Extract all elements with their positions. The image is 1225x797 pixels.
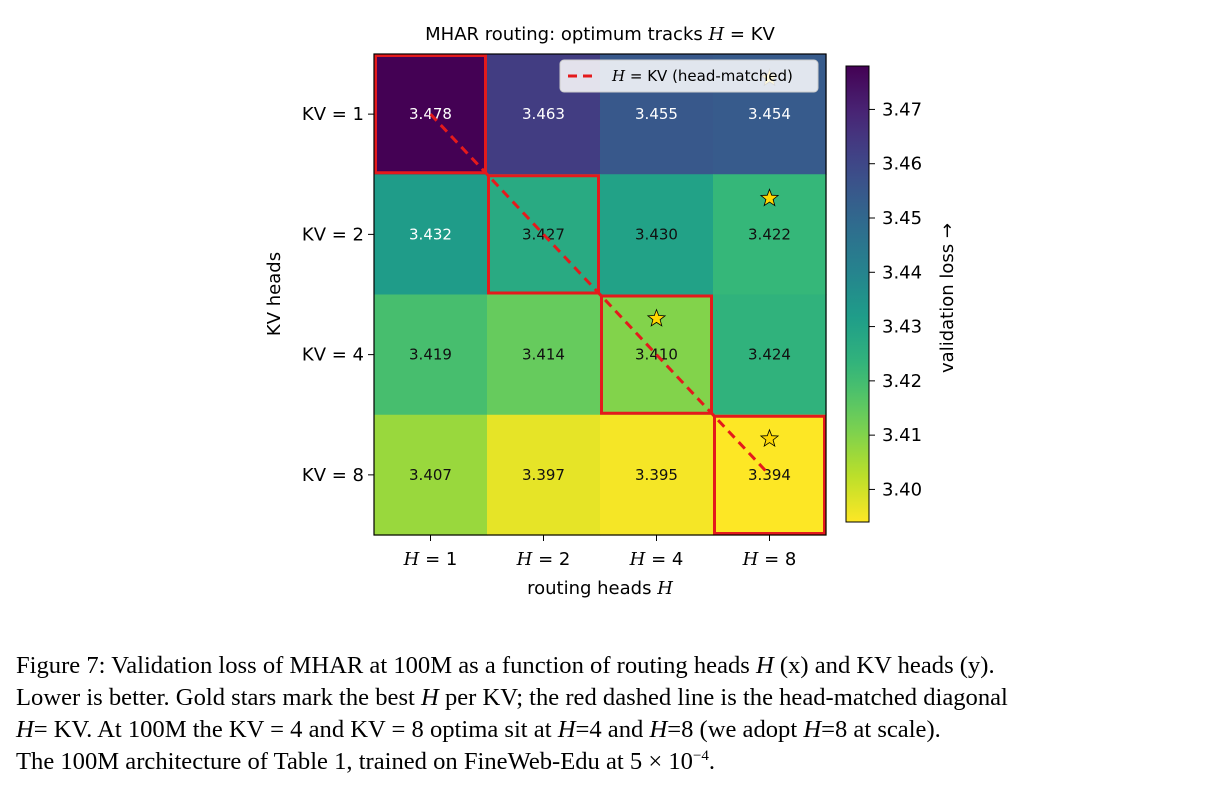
colorbar-tick-label: 3.42: [882, 371, 922, 392]
cell-value-label: 3.424: [748, 346, 791, 364]
y-tick-label: KV = 1: [302, 104, 364, 125]
heatmap-cell: [487, 414, 601, 536]
head-matched-diagonal-line: [429, 113, 771, 476]
x-tick-label: H = 8: [742, 549, 797, 570]
cell-value-label: 3.422: [748, 225, 791, 243]
cell-value-label: 3.397: [522, 466, 565, 484]
cell-value-label: 3.395: [635, 466, 678, 484]
y-axis-label: KV heads: [264, 252, 285, 336]
heatmap-cell: [374, 174, 488, 296]
heatmap-value-labels: 3.4783.4633.4553.4543.4323.4273.4303.422…: [409, 105, 791, 484]
caption-line: The 100M architecture of Table 1, traine…: [16, 746, 1216, 778]
cell-value-label: 3.407: [409, 466, 452, 484]
diagonal-highlight-boxes: [374, 54, 826, 535]
best-star-marker: [759, 428, 780, 448]
x-tick-label: H = 2: [516, 549, 571, 570]
caption-line: H= KV. At 100M the KV = 4 and KV = 8 opt…: [16, 714, 1216, 746]
heatmap-cell: [713, 294, 827, 416]
caption-text: H: [557, 716, 576, 743]
best-star-marker: [759, 188, 780, 207]
y-tick-label: KV = 4: [302, 345, 364, 366]
heatmap-cell: [600, 174, 714, 296]
colorbar-tick-label: 3.46: [882, 154, 922, 175]
caption-text: (x) and KV heads (y).: [773, 652, 995, 679]
y-axis-ticks: KV = 1 KV = 2 KV = 4 KV = 8: [302, 104, 374, 486]
heatmap-cell: [374, 294, 488, 416]
caption-text: H: [756, 652, 774, 679]
plot-frame: [373, 53, 827, 536]
caption-text: =8 (we adopt: [667, 716, 804, 743]
highlight-box: [600, 294, 713, 415]
caption-text: The 100M architecture of Table 1, traine…: [16, 748, 693, 775]
caption-text: = KV. At 100M the KV = 4 and KV = 8 opti…: [33, 716, 558, 743]
cell-value-label: 3.432: [409, 225, 452, 243]
figure-caption: Figure 7: Validation loss of MHAR at 100…: [16, 650, 1216, 778]
x-axis-label: routing heads H: [527, 578, 673, 599]
highlight-box: [487, 174, 600, 295]
caption-line: Figure 7: Validation loss of MHAR at 100…: [16, 650, 1216, 682]
colorbar: [845, 65, 870, 523]
heatmap-cell: [600, 414, 714, 536]
colorbar-tick-label: 3.47: [882, 99, 922, 120]
y-tick-label: KV = 2: [302, 224, 364, 245]
x-axis-ticks: H = 1 H = 2 H = 4 H = 8: [403, 535, 797, 570]
cell-value-label: 3.394: [748, 466, 791, 484]
caption-line: Lower is better. Gold stars mark the bes…: [16, 682, 1216, 714]
x-tick-label: H = 4: [629, 549, 684, 570]
cell-value-label: 3.463: [522, 105, 565, 123]
x-tick-label: H = 1: [403, 549, 458, 570]
colorbar-ticks: 3.40 3.41 3.42 3.43 3.44 3.45 3.46 3.47: [869, 99, 922, 500]
colorbar-tick-label: 3.43: [882, 317, 922, 338]
chart-title: MHAR routing: optimum tracks H = KV: [425, 24, 775, 45]
y-tick-label: KV = 8: [302, 465, 364, 486]
caption-text: H: [649, 716, 668, 743]
heatmap-figure: MHAR routing: optimum tracks H = KV 3.47…: [264, 24, 958, 599]
caption-text: =4 and: [575, 716, 650, 743]
colorbar-tick-label: 3.41: [882, 425, 922, 446]
caption-text: H: [803, 716, 822, 743]
caption-text: .: [708, 748, 716, 775]
cell-value-label: 3.454: [748, 105, 791, 123]
caption-text: =8 at scale).: [821, 716, 941, 743]
cell-value-label: 3.430: [635, 225, 678, 243]
cell-value-label: 3.414: [522, 346, 565, 364]
highlight-box: [713, 414, 826, 535]
heatmap-cell: [374, 414, 488, 536]
highlight-box: [374, 54, 487, 175]
caption-text: H: [421, 684, 439, 711]
legend-box: [559, 59, 819, 93]
colorbar-tick-label: 3.44: [882, 262, 922, 283]
cell-value-label: 3.455: [635, 105, 678, 123]
caption-text: −4: [692, 748, 709, 764]
colorbar-label: validation loss →: [937, 223, 958, 373]
legend: H = KV (head-matched): [559, 59, 819, 93]
caption-text: Lower is better. Gold stars mark the bes…: [16, 684, 422, 711]
legend-label: H = KV (head-matched): [611, 67, 793, 85]
heatmap-cell: [487, 294, 601, 416]
best-star-marker: [646, 308, 667, 327]
caption-text: H: [16, 716, 34, 743]
colorbar-tick-label: 3.45: [882, 208, 922, 229]
caption-text: Figure 7: Validation loss of MHAR at 100…: [16, 652, 757, 679]
cell-value-label: 3.419: [409, 346, 452, 364]
colorbar-tick-label: 3.40: [882, 479, 922, 500]
caption-text: per KV; the red dashed line is the head-…: [438, 684, 1008, 711]
